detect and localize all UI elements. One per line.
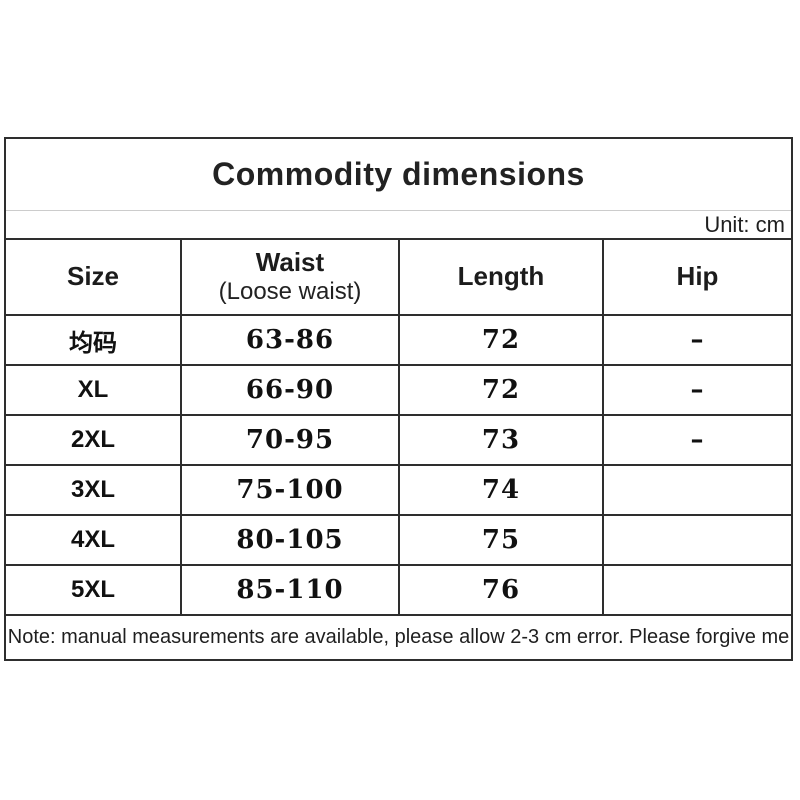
row-waist-value: 70-95 (180, 414, 398, 464)
row-size-label: 3XL (6, 464, 180, 514)
row-hip-value: – (602, 364, 791, 414)
row-size-label: 均码 (6, 314, 180, 364)
row-length-value: 75 (398, 514, 602, 564)
column-header-size: Size (66, 261, 120, 292)
table-grid: Size Waist (Loose waist) Length Hip 均码 6… (6, 240, 791, 614)
row-length-value: 76 (398, 564, 602, 614)
unit-row: Unit: cm (6, 210, 791, 240)
commodity-dimensions-table: Commodity dimensions Unit: cm Size Waist… (4, 137, 793, 661)
row-waist-value: 75-100 (180, 464, 398, 514)
measurement-note: Note: manual measurements are available,… (6, 614, 791, 659)
table-title: Commodity dimensions (212, 156, 585, 192)
row-size-label: XL (6, 364, 180, 414)
row-size-label: 4XL (6, 514, 180, 564)
row-size-label: 2XL (6, 414, 180, 464)
row-waist-value: 66-90 (180, 364, 398, 414)
column-header-waist: Waist (Loose waist) (180, 240, 398, 314)
row-hip-value: – (602, 414, 791, 464)
row-hip-value (602, 464, 791, 514)
row-waist-value: 80-105 (180, 514, 398, 564)
row-waist-value: 63-86 (180, 314, 398, 364)
row-waist-value: 85-110 (180, 564, 398, 614)
row-length-value: 72 (398, 364, 602, 414)
unit-label: Unit: cm (704, 211, 785, 237)
column-header-waist-main: Waist (255, 247, 325, 277)
row-length-value: 72 (398, 314, 602, 364)
row-size-label: 5XL (6, 564, 180, 614)
row-hip-value (602, 564, 791, 614)
column-header-length: Length (398, 240, 602, 314)
row-length-value: 74 (398, 464, 602, 514)
row-hip-value: – (602, 314, 791, 364)
column-header-waist-sub: (Loose waist) (218, 278, 362, 306)
column-header-hip: Hip (602, 240, 791, 314)
row-hip-value (602, 514, 791, 564)
row-length-value: 73 (398, 414, 602, 464)
